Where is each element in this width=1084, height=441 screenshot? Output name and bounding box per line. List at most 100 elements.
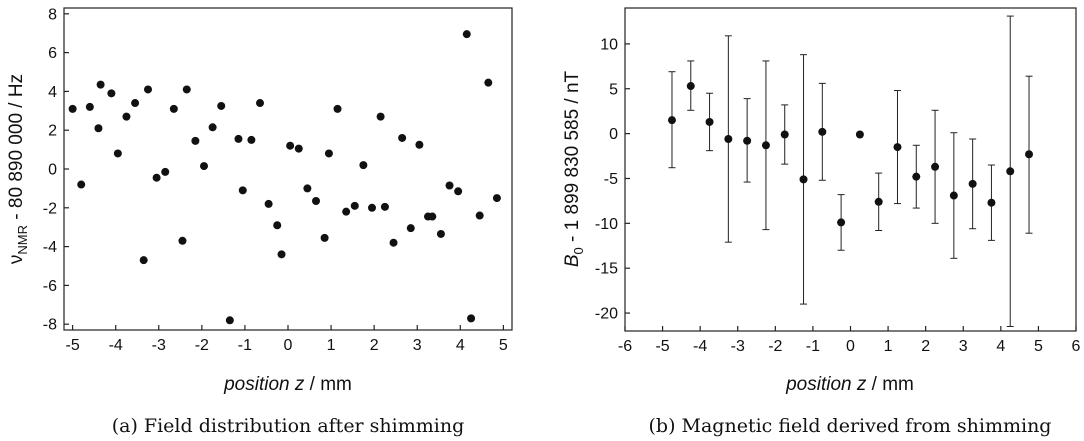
plot-frame-a: [63, 7, 513, 331]
b-data-point: [931, 162, 940, 171]
caption-b: (b) Magnetic field derived from shimming: [649, 415, 1052, 437]
a-data-point: [475, 211, 484, 220]
a-data-point: [107, 89, 116, 98]
b-data-point: [1025, 150, 1034, 159]
a-data-point: [113, 149, 122, 158]
y-axis-b: -20 -15 -10 -5 0 5 10: [595, 36, 630, 323]
a-data-point: [380, 202, 389, 211]
a-data-point: [286, 141, 295, 150]
a-data-point: [445, 181, 454, 190]
a-data-point: [85, 102, 94, 111]
a-data-point: [264, 199, 273, 208]
a-data-point: [406, 224, 415, 233]
a-data-point: [415, 140, 424, 149]
a-data-point: [77, 180, 86, 189]
a-data-point: [312, 197, 320, 206]
b-x-tick-label: -5: [655, 338, 669, 355]
b-y-tick-label: 0: [609, 126, 618, 143]
panel-a: -5 -4 -3 -2 -1 0 1 2 3 4 5 -8 -6 -4 -2 0 2 4 6 8 position …: [6, 6, 513, 437]
x-axis-label-a: position z / mm: [223, 374, 352, 395]
y-axis-a: -8 -6 -4 -2 0 2 4 6 8: [43, 6, 69, 334]
a-data-point: [238, 186, 247, 195]
a-x-tick-label: 5: [499, 337, 508, 354]
a-y-tick-label: -6: [43, 278, 57, 295]
a-data-point: [342, 207, 351, 216]
a-data-point: [467, 314, 476, 323]
b-data-point: [987, 198, 996, 207]
b-x-tick-label: -2: [768, 338, 782, 355]
a-data-point: [139, 256, 148, 265]
a-x-tick-label: 3: [413, 337, 422, 354]
a-data-point: [277, 250, 286, 259]
a-data-point: [152, 173, 161, 182]
b-data-point: [837, 218, 846, 227]
a-x-tick-label: 4: [456, 337, 465, 354]
b-data-point: [1006, 167, 1015, 176]
a-data-point: [333, 104, 342, 113]
a-y-tick-label: 6: [48, 45, 57, 62]
b-data-point: [743, 136, 752, 145]
b-data-point: [874, 197, 883, 206]
b-data-point: [912, 172, 921, 181]
a-data-point: [294, 144, 303, 153]
b-data-point: [855, 130, 864, 139]
b-x-tick-label: 2: [921, 338, 930, 355]
b-data-point: [818, 127, 827, 136]
a-x-tick-label: 1: [327, 337, 336, 354]
a-y-tick-label: 0: [48, 162, 57, 179]
b-x-tick-label: -4: [693, 338, 707, 355]
a-data-point: [436, 229, 445, 238]
data-points-b: [667, 15, 1034, 328]
a-x-tick-label: -4: [109, 337, 123, 354]
b-data-point: [705, 117, 714, 126]
a-data-point: [484, 78, 493, 87]
a-data-point: [303, 184, 312, 193]
a-data-point: [256, 99, 264, 108]
a-data-point: [350, 201, 359, 210]
x-axis-label-b: position z / mm: [785, 374, 914, 395]
b-data-point: [968, 179, 977, 188]
a-x-tick-label: 2: [370, 337, 379, 354]
a-y-tick-label: -4: [43, 239, 57, 256]
a-x-tick-label: -2: [195, 337, 209, 354]
a-data-point: [389, 238, 398, 247]
a-data-point: [122, 112, 131, 121]
a-data-point: [217, 101, 226, 110]
a-data-point: [320, 233, 329, 242]
x-axis-b: -6 -5 -4 -3 -2 -1 0 1 2 3 4 5 6: [618, 326, 1081, 355]
b-x-tick-label: 1: [884, 338, 893, 355]
a-data-point: [131, 99, 140, 108]
a-data-point: [208, 123, 217, 132]
b-y-tick-label: -5: [604, 171, 618, 188]
b-x-tick-label: 3: [959, 338, 968, 355]
b-data-point: [949, 191, 958, 200]
b-data-point: [893, 143, 902, 152]
b-y-tick-label: -15: [595, 261, 618, 278]
caption-a: (a) Field distribution after shimming: [112, 415, 465, 437]
b-x-tick-label: 0: [846, 338, 855, 355]
a-data-point: [182, 85, 191, 94]
a-data-point: [492, 194, 501, 203]
a-data-point: [454, 187, 463, 196]
b-x-tick-label: 5: [1034, 338, 1043, 355]
a-data-point: [94, 124, 103, 133]
a-x-tick-label: 0: [284, 337, 293, 354]
b-data-point: [724, 134, 733, 143]
a-data-point: [68, 104, 77, 113]
a-data-point: [200, 162, 208, 171]
b-y-tick-label: 5: [609, 81, 618, 98]
a-data-point: [324, 149, 333, 158]
b-x-tick-label: -1: [806, 338, 820, 355]
a-y-tick-label: 4: [48, 84, 57, 101]
b-x-tick-label: 6: [1072, 338, 1081, 355]
a-data-point: [462, 30, 471, 39]
b-y-tick-label: -10: [595, 216, 618, 233]
a-y-tick-label: -2: [43, 200, 57, 217]
a-data-point: [161, 167, 170, 176]
b-y-tick-label: 10: [600, 36, 618, 53]
x-axis-a: -5 -4 -3 -2 -1 0 1 2 3 4 5: [65, 325, 508, 354]
a-data-point: [398, 133, 407, 142]
b-x-tick-label: 4: [996, 338, 1005, 355]
